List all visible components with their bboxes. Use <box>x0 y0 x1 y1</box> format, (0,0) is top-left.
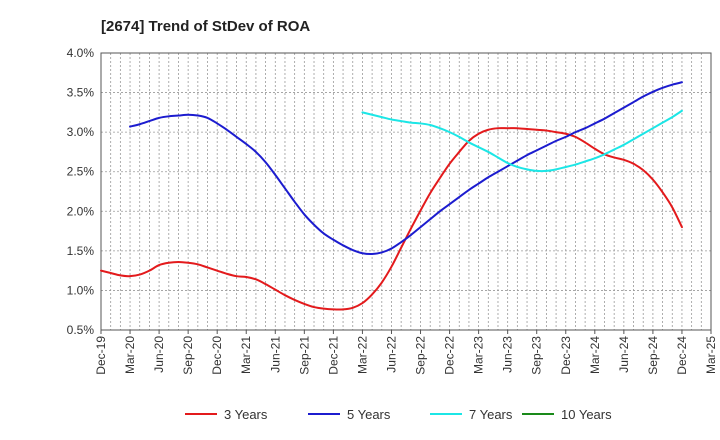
x-tick-label: Mar-23 <box>472 336 486 374</box>
x-tick-label: Sep-22 <box>414 336 428 375</box>
legend-label-3-years: 3 Years <box>224 407 268 422</box>
y-tick-label: 2.0% <box>67 204 95 218</box>
x-tick-label: Mar-20 <box>123 336 137 374</box>
y-axis-ticks: 0.5% 1.0% 1.5% 2.0% 2.5% 3.0% 3.5% 4.0% <box>67 46 95 337</box>
x-tick-label: Mar-22 <box>355 336 369 374</box>
series-line-3-years <box>100 127 683 311</box>
x-tick-label: Sep-21 <box>297 336 311 375</box>
y-tick-label: 4.0% <box>67 46 95 60</box>
y-tick-label: 0.5% <box>67 323 95 337</box>
x-tick-label: Jun-21 <box>268 336 282 373</box>
y-tick-label: 3.5% <box>67 86 95 100</box>
x-tick-label: Dec-23 <box>559 336 573 375</box>
legend: 3 Years 5 Years 7 Years 10 Years <box>185 407 612 422</box>
y-tick-label: 1.5% <box>67 244 95 258</box>
x-tick-label: Sep-24 <box>646 336 660 375</box>
series-line-7-years <box>361 109 683 173</box>
x-tick-label: Sep-20 <box>181 336 195 375</box>
x-tick-label: Jun-22 <box>384 336 398 373</box>
x-tick-label: Dec-21 <box>326 336 340 375</box>
chart-title: [2674] Trend of StDev of ROA <box>101 18 310 35</box>
series-lines <box>100 81 683 311</box>
legend-label-7-years: 7 Years <box>469 407 513 422</box>
x-tick-label: Dec-24 <box>675 336 689 375</box>
legend-label-5-years: 5 Years <box>347 407 391 422</box>
x-axis-ticks: Dec-19 Mar-20 Jun-20 Sep-20 Dec-20 Mar-21 Jun-… <box>94 330 718 375</box>
x-tick-label: Jun-20 <box>152 336 166 373</box>
y-tick-label: 3.0% <box>67 125 95 139</box>
legend-label-10-years: 10 Years <box>561 407 612 422</box>
x-tick-label: Mar-21 <box>239 336 253 374</box>
x-tick-label: Dec-22 <box>443 336 457 375</box>
plot-frame <box>100 52 712 331</box>
x-tick-label: Mar-24 <box>588 336 602 374</box>
grid-lines <box>101 52 711 331</box>
x-tick-label: Jun-23 <box>501 336 515 373</box>
x-tick-label: Dec-20 <box>210 336 224 375</box>
x-tick-label: Mar-25 <box>704 336 718 374</box>
series-line-5-years <box>129 81 683 256</box>
x-tick-label: Dec-19 <box>94 336 108 375</box>
x-tick-label: Jun-24 <box>617 336 631 373</box>
y-tick-label: 2.5% <box>67 165 95 179</box>
y-tick-label: 1.0% <box>67 283 95 297</box>
x-tick-label: Sep-23 <box>530 336 544 375</box>
